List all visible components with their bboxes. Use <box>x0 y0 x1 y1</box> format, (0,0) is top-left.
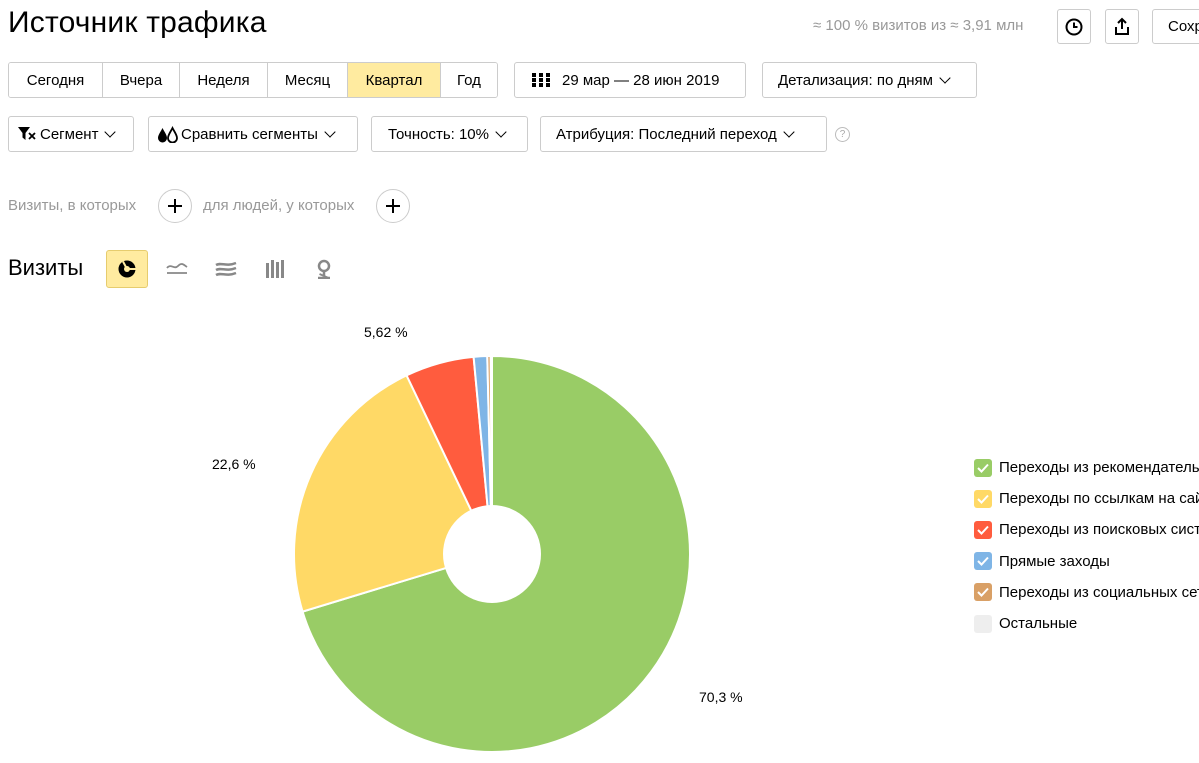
pie-chart-area: 70,3 % 22,6 % 5,62 % <box>0 300 950 763</box>
chevron-down-icon <box>939 71 951 84</box>
attribution-dropdown[interactable]: Атрибуция: Последний переход <box>540 116 827 152</box>
legend-item[interactable]: Переходы из социальных сетей <box>974 577 1199 608</box>
chevron-down-icon <box>495 125 507 138</box>
clock-icon <box>1065 18 1083 35</box>
segment-label: Сегмент <box>40 125 99 143</box>
pie-slice-percent-label: 22,6 % <box>212 456 256 472</box>
bar-chart-icon <box>266 260 284 278</box>
legend-item[interactable]: Остальные <box>974 608 1199 639</box>
chart-type-bar-button[interactable] <box>254 250 296 288</box>
history-button[interactable] <box>1057 9 1091 44</box>
period-selector: Сегодня Вчера Неделя Месяц Квартал Год <box>8 62 498 98</box>
legend-label: Переходы по ссылкам на сайтах <box>999 490 1199 508</box>
chevron-down-icon <box>783 125 795 138</box>
detail-label: Детализация: по дням <box>778 71 933 89</box>
period-week-button[interactable]: Неделя <box>180 63 268 97</box>
chart-type-area-button[interactable] <box>205 250 247 288</box>
chart-section-title: Визиты <box>8 255 84 280</box>
checkbox-checked-icon[interactable] <box>974 458 992 477</box>
filter-icon <box>18 127 36 140</box>
legend-item[interactable]: Переходы из поисковых систем <box>974 514 1199 545</box>
calendar-icon <box>532 73 550 87</box>
attribution-label: Атрибуция: Последний переход <box>556 125 777 143</box>
date-range-picker[interactable]: 29 мар — 28 июн 2019 <box>514 62 746 98</box>
chart-type-line-button[interactable] <box>156 250 198 288</box>
segment-dropdown[interactable]: Сегмент <box>8 116 134 152</box>
pie-slice[interactable] <box>293 374 494 613</box>
checkbox-unchecked-icon[interactable] <box>974 614 992 633</box>
date-range-label: 29 мар — 28 июн 2019 <box>562 71 720 89</box>
people-condition-label: для людей, у которых <box>203 197 355 214</box>
legend-label: Переходы из рекомендательных систем <box>999 459 1199 477</box>
chart-type-pie-button[interactable] <box>106 250 148 288</box>
export-button[interactable] <box>1105 9 1139 44</box>
period-today-button[interactable]: Сегодня <box>9 63 103 97</box>
plus-icon <box>168 199 182 213</box>
detail-dropdown[interactable]: Детализация: по дням <box>762 62 977 98</box>
save-report-button[interactable]: Сохранить <box>1152 9 1199 44</box>
pie-slice[interactable] <box>489 354 493 555</box>
legend-label: Переходы из социальных сетей <box>999 583 1199 601</box>
help-icon[interactable]: ? <box>835 127 850 142</box>
period-month-button[interactable]: Месяц <box>268 63 348 97</box>
legend-item[interactable]: Прямые заходы <box>974 546 1199 577</box>
donut-hole <box>443 505 541 603</box>
legend-item[interactable]: Переходы по ссылкам на сайтах <box>974 483 1199 514</box>
legend-item[interactable]: Переходы из рекомендательных систем <box>974 452 1199 483</box>
chart-legend: Переходы из рекомендательных систем Перех… <box>974 452 1199 639</box>
pie-chart-icon <box>118 260 136 278</box>
pie-slice-percent-label: 5,62 % <box>364 324 408 340</box>
period-yesterday-button[interactable]: Вчера <box>103 63 180 97</box>
map-icon <box>317 259 331 279</box>
pie-slice-percent-label: 70,3 % <box>699 689 743 705</box>
checkbox-checked-icon[interactable] <box>974 489 992 508</box>
chart-type-map-button[interactable] <box>303 250 345 288</box>
page-title: Источник трафика <box>8 6 267 39</box>
drops-icon <box>158 125 178 143</box>
plus-icon <box>386 199 400 213</box>
period-year-button[interactable]: Год <box>441 63 497 97</box>
chevron-down-icon <box>324 125 336 138</box>
accuracy-dropdown[interactable]: Точность: 10% <box>371 116 528 152</box>
chevron-down-icon <box>104 125 117 138</box>
checkbox-checked-icon[interactable] <box>974 552 992 571</box>
compare-label: Сравнить сегменты <box>181 125 318 143</box>
legend-label: Переходы из поисковых систем <box>999 521 1199 539</box>
period-quarter-button[interactable]: Квартал <box>348 63 441 97</box>
sample-info: ≈ 100 % визитов из ≈ 3,91 млн <box>813 17 1024 34</box>
area-chart-icon <box>215 261 237 277</box>
visits-condition-label: Визиты, в которых <box>8 197 137 214</box>
checkbox-checked-icon[interactable] <box>974 520 992 539</box>
add-visit-condition-button[interactable] <box>158 189 192 223</box>
add-people-condition-button[interactable] <box>376 189 410 223</box>
legend-label: Остальные <box>999 615 1078 633</box>
legend-label: Прямые заходы <box>999 552 1110 570</box>
pie-chart <box>293 354 691 753</box>
line-chart-icon <box>166 263 188 274</box>
share-icon <box>1115 17 1129 35</box>
checkbox-checked-icon[interactable] <box>974 583 992 602</box>
accuracy-label: Точность: 10% <box>388 125 489 143</box>
compare-segments-dropdown[interactable]: Сравнить сегменты <box>148 116 358 152</box>
